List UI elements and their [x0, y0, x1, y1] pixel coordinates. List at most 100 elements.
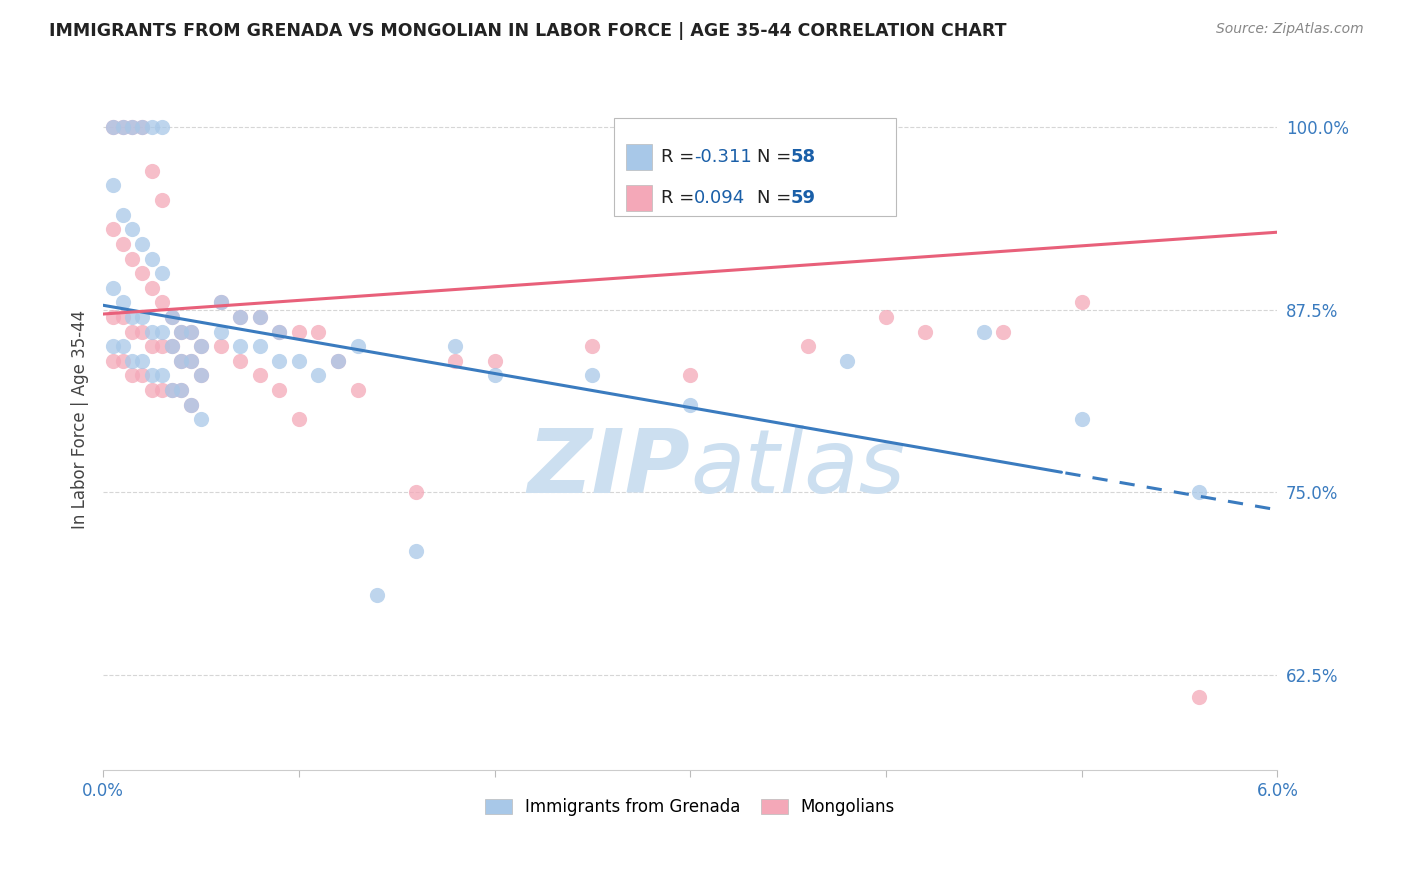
Point — [229, 339, 252, 353]
Point — [484, 368, 506, 383]
Point — [180, 325, 202, 339]
Point — [1070, 412, 1092, 426]
Text: N =: N = — [758, 148, 797, 166]
Point — [131, 266, 153, 280]
Point — [150, 383, 173, 397]
Point — [150, 193, 173, 207]
Point — [160, 310, 183, 324]
Point — [326, 353, 349, 368]
Point — [141, 339, 163, 353]
Point — [150, 295, 173, 310]
Point — [1188, 690, 1211, 704]
Text: ZIP: ZIP — [527, 425, 690, 512]
Point — [269, 325, 291, 339]
Point — [796, 339, 818, 353]
Point — [101, 339, 124, 353]
Point — [121, 252, 143, 266]
Point — [101, 178, 124, 193]
Point — [121, 120, 143, 134]
Point — [121, 310, 143, 324]
Point — [121, 120, 143, 134]
FancyBboxPatch shape — [614, 118, 896, 216]
Point — [444, 353, 467, 368]
Point — [209, 295, 232, 310]
Point — [131, 236, 153, 251]
Text: IMMIGRANTS FROM GRENADA VS MONGOLIAN IN LABOR FORCE | AGE 35-44 CORRELATION CHAR: IMMIGRANTS FROM GRENADA VS MONGOLIAN IN … — [49, 22, 1007, 40]
Point — [269, 325, 291, 339]
Point — [160, 310, 183, 324]
Point — [121, 325, 143, 339]
Point — [581, 339, 603, 353]
Point — [366, 588, 388, 602]
Point — [180, 398, 202, 412]
Point — [111, 310, 134, 324]
Point — [121, 222, 143, 236]
Point — [307, 368, 329, 383]
Point — [111, 120, 134, 134]
Text: N =: N = — [758, 189, 797, 207]
Point — [131, 120, 153, 134]
Point — [101, 281, 124, 295]
Point — [405, 543, 427, 558]
Point — [249, 339, 271, 353]
Point — [444, 339, 467, 353]
Point — [180, 353, 202, 368]
Point — [209, 295, 232, 310]
Point — [150, 339, 173, 353]
Point — [170, 353, 193, 368]
Point — [131, 120, 153, 134]
Point — [229, 353, 252, 368]
Point — [111, 120, 134, 134]
Y-axis label: In Labor Force | Age 35-44: In Labor Force | Age 35-44 — [72, 310, 89, 529]
Point — [141, 368, 163, 383]
Point — [170, 383, 193, 397]
Point — [101, 120, 124, 134]
Point — [1188, 485, 1211, 500]
Point — [288, 412, 311, 426]
Point — [973, 325, 995, 339]
Point — [131, 353, 153, 368]
Point — [121, 353, 143, 368]
Point — [150, 266, 173, 280]
Text: 59: 59 — [790, 189, 815, 207]
FancyBboxPatch shape — [626, 144, 651, 170]
Point — [111, 339, 134, 353]
Text: -0.311: -0.311 — [693, 148, 752, 166]
Point — [249, 310, 271, 324]
FancyBboxPatch shape — [626, 185, 651, 211]
Text: 0.094: 0.094 — [693, 189, 745, 207]
Point — [101, 120, 124, 134]
Point — [141, 120, 163, 134]
Point — [484, 353, 506, 368]
Point — [160, 383, 183, 397]
Point — [160, 383, 183, 397]
Point — [346, 339, 368, 353]
Point — [229, 310, 252, 324]
Point — [326, 353, 349, 368]
Point — [346, 383, 368, 397]
Point — [111, 295, 134, 310]
Point — [101, 222, 124, 236]
Point — [160, 339, 183, 353]
Point — [190, 368, 212, 383]
Point — [405, 485, 427, 500]
Point — [679, 398, 702, 412]
Point — [229, 310, 252, 324]
Point — [131, 325, 153, 339]
Point — [679, 368, 702, 383]
Point — [170, 325, 193, 339]
Point — [249, 310, 271, 324]
Point — [190, 339, 212, 353]
Legend: Immigrants from Grenada, Mongolians: Immigrants from Grenada, Mongolians — [477, 790, 904, 825]
Point — [993, 325, 1015, 339]
Point — [209, 325, 232, 339]
Point — [307, 325, 329, 339]
Point — [141, 325, 163, 339]
Point — [150, 120, 173, 134]
Text: R =: R = — [661, 148, 700, 166]
Point — [180, 398, 202, 412]
Point — [131, 310, 153, 324]
Point — [1070, 295, 1092, 310]
Point — [101, 310, 124, 324]
Text: R =: R = — [661, 189, 700, 207]
